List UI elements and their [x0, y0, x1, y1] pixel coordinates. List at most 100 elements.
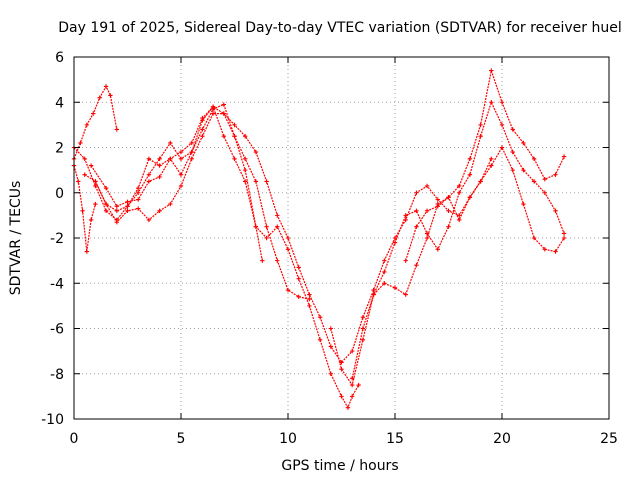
series-trace-8: [350, 145, 567, 381]
data-point: [307, 292, 312, 297]
data-point: [189, 149, 194, 155]
data-point: [168, 201, 173, 207]
data-point: [510, 127, 515, 132]
data-point: [350, 382, 355, 388]
data-point: [392, 240, 398, 245]
data-point: [114, 219, 119, 225]
data-point: [339, 367, 344, 372]
data-point: [307, 303, 312, 309]
data-point: [499, 145, 505, 150]
data-point: [403, 258, 408, 263]
data-point: [108, 93, 113, 98]
data-point: [424, 231, 430, 236]
data-point: [114, 127, 119, 132]
x-tick-label: 0: [70, 431, 79, 447]
series-trace-9: [403, 68, 567, 263]
data-point: [457, 217, 462, 223]
data-point: [157, 156, 162, 162]
data-point: [296, 265, 301, 270]
data-point: [521, 140, 526, 146]
data-point: [221, 102, 226, 107]
y-tick-label: 6: [55, 50, 64, 66]
chart-title: Day 191 of 2025, Sidereal Day-to-day VTE…: [58, 20, 621, 36]
data-point: [210, 106, 216, 112]
data-point: [345, 405, 351, 410]
data-point: [253, 179, 259, 184]
series-trace: [330, 100, 565, 387]
x-tick-label: 10: [279, 431, 297, 447]
data-point: [125, 199, 130, 204]
data-point: [360, 326, 366, 331]
series-trace-4: [82, 104, 312, 302]
data-point: [103, 186, 109, 191]
y-tick-label: -8: [50, 367, 64, 383]
y-tick-label: -2: [50, 231, 64, 247]
data-point: [350, 394, 355, 399]
data-point: [80, 208, 85, 214]
grid-layer: [74, 57, 609, 419]
data-point: [424, 235, 430, 241]
data-point: [88, 163, 94, 168]
data-point: [232, 156, 237, 162]
data-point: [435, 204, 440, 209]
data-point: [360, 314, 366, 320]
series-trace-5: [88, 102, 361, 410]
data-point: [125, 208, 130, 214]
data-point: [84, 122, 90, 128]
data-point: [285, 287, 291, 293]
data-point: [317, 337, 323, 343]
data-point: [510, 167, 515, 173]
y-tick-label: -10: [41, 412, 64, 428]
data-point: [103, 208, 109, 214]
data-point: [88, 217, 94, 223]
data-point: [510, 149, 515, 155]
data-point: [561, 154, 567, 159]
data-point: [76, 179, 81, 184]
data-point: [78, 140, 83, 146]
data-point: [114, 204, 119, 209]
data-point: [82, 172, 87, 177]
data-point: [97, 95, 102, 100]
y-axis-label: SDTVAR / TECUs: [8, 181, 24, 296]
series-trace-6: [93, 111, 494, 365]
series-trace: [73, 165, 96, 252]
data-point: [296, 294, 301, 300]
y-tick-label: -4: [50, 276, 64, 292]
data-point: [125, 204, 130, 209]
data-point: [200, 133, 205, 139]
data-point: [382, 281, 387, 286]
data-point: [189, 156, 194, 162]
data-point: [553, 208, 558, 214]
series-trace-3: [71, 104, 265, 263]
y-tick-label: 4: [55, 95, 64, 111]
data-point: [371, 292, 376, 297]
data-point: [168, 140, 173, 146]
data-point: [382, 258, 387, 263]
y-tick-label: 2: [55, 141, 64, 157]
data-point: [232, 133, 237, 139]
data-point: [350, 348, 355, 354]
series-trace: [84, 106, 310, 300]
data-point: [157, 163, 162, 168]
series-trace-2: [71, 163, 98, 254]
data-point: [542, 247, 547, 252]
data-point: [136, 206, 141, 211]
data-point: [260, 258, 265, 263]
data-point: [91, 111, 96, 116]
series-trace: [405, 68, 565, 261]
data-point: [253, 149, 259, 155]
data-point: [435, 247, 440, 252]
series-trace: [73, 85, 118, 160]
data-point: [243, 179, 248, 184]
data-point: [285, 247, 291, 252]
data-point: [350, 376, 355, 381]
data-point: [553, 172, 558, 177]
data-point: [467, 195, 473, 200]
data-point: [189, 140, 194, 146]
data-point: [414, 224, 419, 229]
data-point: [489, 100, 494, 105]
data-point: [243, 167, 248, 173]
data-point: [93, 179, 98, 184]
data-point: [435, 197, 440, 202]
